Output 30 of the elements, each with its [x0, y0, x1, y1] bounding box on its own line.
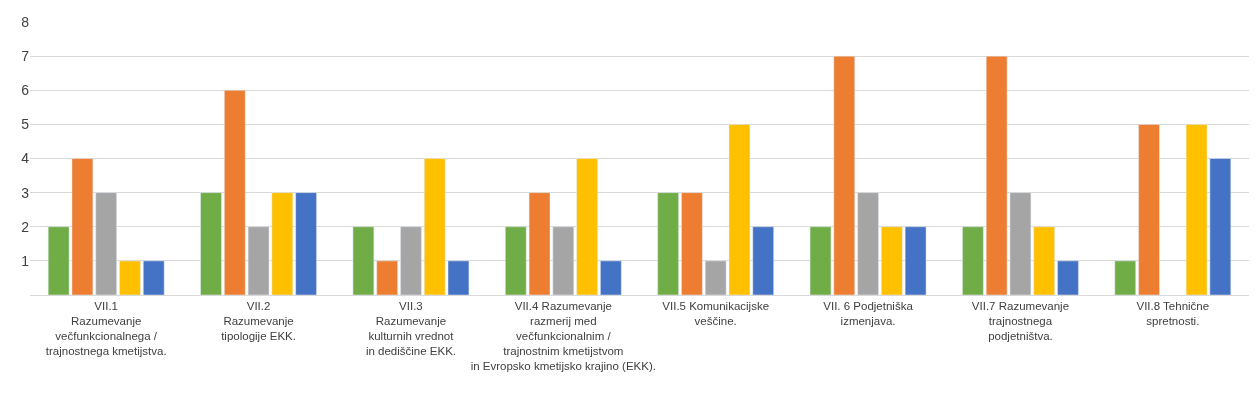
bar [681, 192, 703, 295]
bar [657, 192, 679, 295]
x-tick-label: VII. 6 Podjetniška izmenjava. [823, 299, 914, 327]
bar [1057, 260, 1079, 295]
y-tick-label: 5 [21, 116, 30, 133]
bar [400, 226, 422, 295]
bar [857, 192, 879, 295]
y-tick-label: 1 [21, 252, 30, 269]
x-tick-label: VII.8 Tehnične spretnosti. [1136, 299, 1210, 327]
x-tick-label: VII.1 Razumevanje večfunkcionalnega / trajnostnega kmetijstva. [45, 299, 167, 357]
y-tick-label: 2 [21, 218, 30, 235]
bar [143, 260, 165, 295]
bar [576, 158, 598, 295]
bar [1138, 124, 1160, 295]
y-tick-label: 3 [21, 184, 30, 201]
x-tick-label: VII.7 Razumevanje trajnostnega podjetništva. [971, 299, 1070, 342]
bar [295, 192, 317, 295]
bar [600, 260, 622, 295]
bar [1114, 260, 1136, 295]
y-tick-label: 8 [21, 13, 30, 30]
x-tick-label: VII.5 Komunikacijske veščine. [662, 299, 770, 327]
bar [962, 226, 984, 295]
x-tick-label: VII.2 Razumevanje tipologije EKK. [221, 299, 296, 342]
x-tick-label: VII.4 Razumevanje razmerij med večfunkcionalnim / trajnostnim kmetijstvom in Evropsko kmetijsko krajino (EKK). [470, 299, 656, 372]
y-tick-label: 4 [21, 150, 30, 167]
x-tick-label: VII.3 Razumevanje kulturnih vrednot in dediščine EKK. [365, 299, 457, 357]
y-tick-label: 7 [21, 48, 30, 65]
bar [200, 192, 222, 295]
y-tick-label: 6 [21, 82, 30, 99]
bar [119, 260, 141, 295]
